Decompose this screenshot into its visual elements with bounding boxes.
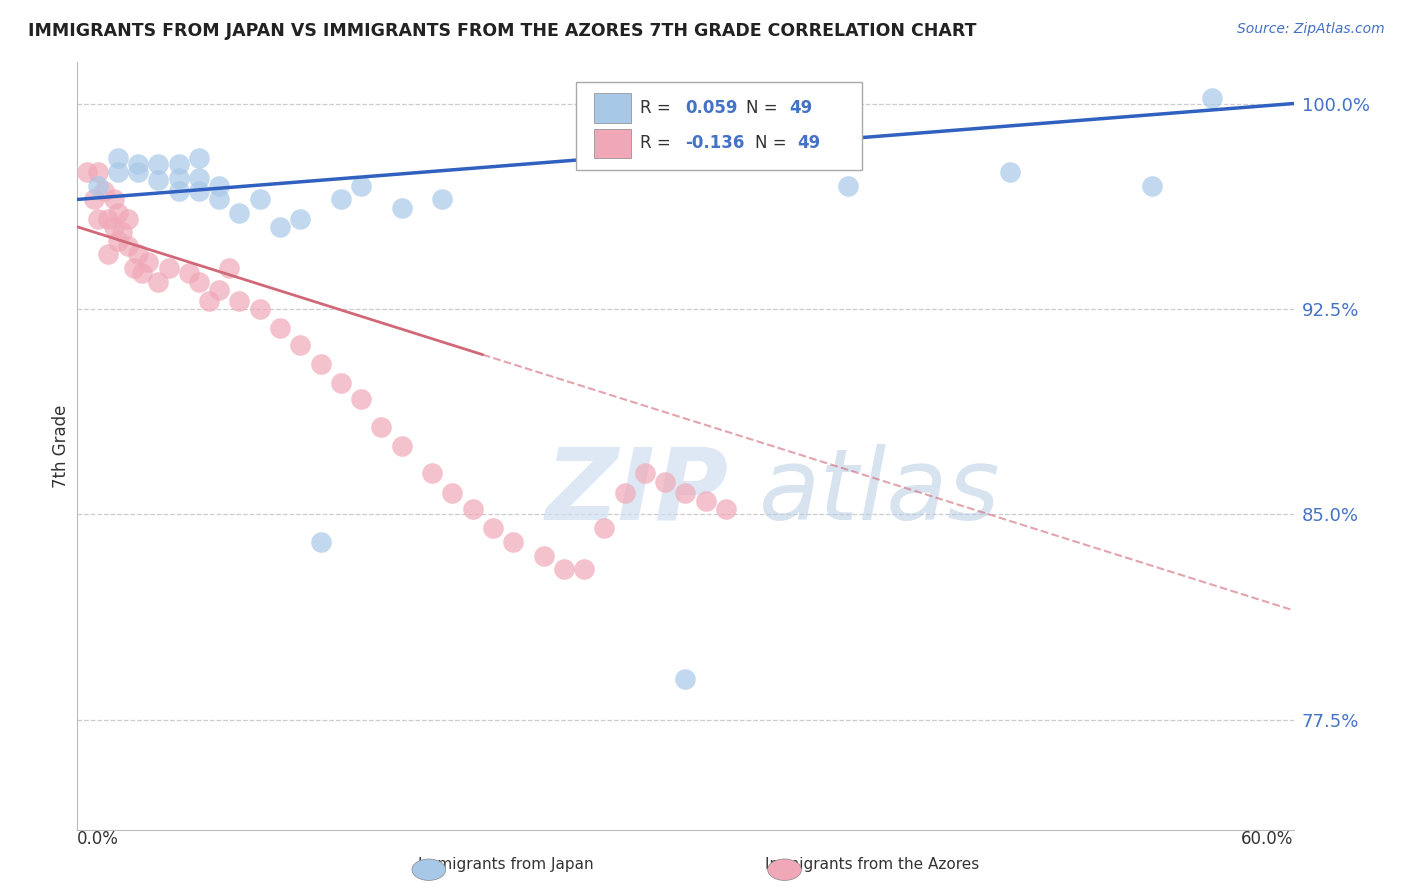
Point [208, 178, 231, 193]
Point [461, 502, 484, 516]
Point [83, 193, 105, 207]
Point [675, 485, 697, 500]
Text: 49: 49 [789, 99, 813, 117]
Point [127, 157, 149, 171]
Point [350, 392, 373, 407]
Point [103, 193, 125, 207]
Point [107, 151, 129, 165]
Point [131, 266, 153, 280]
Point [208, 193, 231, 207]
Point [228, 293, 250, 308]
Point [107, 165, 129, 179]
Text: R =: R = [640, 99, 676, 117]
Text: 0.0%: 0.0% [77, 830, 120, 847]
Point [97, 211, 120, 226]
Point [998, 165, 1021, 179]
Point [714, 502, 737, 516]
Text: 49: 49 [797, 135, 821, 153]
Text: R =: R = [640, 135, 676, 153]
Point [533, 549, 555, 563]
Text: IMMIGRANTS FROM JAPAN VS IMMIGRANTS FROM THE AZORES 7TH GRADE CORRELATION CHART: IMMIGRANTS FROM JAPAN VS IMMIGRANTS FROM… [28, 22, 977, 40]
Point [136, 255, 159, 269]
Point [86, 211, 108, 226]
Point [420, 467, 443, 481]
Point [269, 321, 291, 335]
Text: Immigrants from Japan: Immigrants from Japan [419, 857, 593, 872]
Point [502, 534, 524, 549]
Point [269, 219, 291, 234]
Point [157, 260, 180, 275]
Point [148, 157, 170, 171]
Point [593, 521, 616, 535]
Point [249, 193, 271, 207]
Point [117, 239, 139, 253]
Point [290, 337, 312, 351]
Point [177, 266, 200, 280]
Point [441, 485, 464, 500]
Point [613, 485, 636, 500]
Point [1201, 91, 1223, 105]
Point [370, 419, 392, 434]
Text: 60.0%: 60.0% [1241, 830, 1294, 847]
Point [188, 151, 211, 165]
Text: -0.136: -0.136 [686, 135, 745, 153]
Point [86, 165, 108, 179]
FancyBboxPatch shape [576, 81, 862, 169]
Point [572, 562, 595, 576]
Text: N =: N = [755, 135, 792, 153]
Point [188, 184, 211, 198]
Point [654, 475, 676, 489]
Point [350, 178, 373, 193]
Point [228, 206, 250, 220]
Point [675, 672, 697, 686]
Point [1140, 178, 1163, 193]
Point [148, 275, 170, 289]
Bar [595, 94, 631, 122]
Point [218, 260, 240, 275]
Text: 0.059: 0.059 [686, 99, 738, 117]
Point [634, 467, 657, 481]
Point [290, 211, 312, 226]
Point [76, 165, 98, 179]
Y-axis label: 7th Grade: 7th Grade [52, 404, 70, 488]
Point [107, 206, 129, 220]
Point [430, 193, 453, 207]
Point [93, 184, 115, 198]
Point [188, 275, 211, 289]
Point [97, 247, 120, 261]
Point [107, 234, 129, 248]
Text: N =: N = [747, 99, 783, 117]
Point [309, 357, 332, 371]
Point [127, 165, 149, 179]
Point [148, 173, 170, 187]
Point [329, 193, 352, 207]
Text: Immigrants from the Azores: Immigrants from the Azores [765, 857, 979, 872]
Point [117, 211, 139, 226]
Point [329, 376, 352, 390]
Point [482, 521, 505, 535]
Point [167, 184, 190, 198]
Point [127, 247, 149, 261]
Point [309, 534, 332, 549]
Point [188, 170, 211, 185]
Point [391, 201, 413, 215]
Point [695, 493, 717, 508]
Point [198, 293, 221, 308]
Point [391, 439, 413, 453]
Text: ZIP: ZIP [546, 443, 728, 541]
Text: atlas: atlas [758, 443, 1000, 541]
Text: Source: ZipAtlas.com: Source: ZipAtlas.com [1237, 22, 1385, 37]
Point [167, 170, 190, 185]
Point [553, 562, 575, 576]
Point [837, 178, 859, 193]
Point [167, 157, 190, 171]
Point [122, 260, 145, 275]
Bar [595, 128, 631, 158]
Point [111, 225, 134, 239]
Point [249, 301, 271, 316]
Point [103, 219, 125, 234]
Point [208, 283, 231, 297]
Point [86, 178, 108, 193]
